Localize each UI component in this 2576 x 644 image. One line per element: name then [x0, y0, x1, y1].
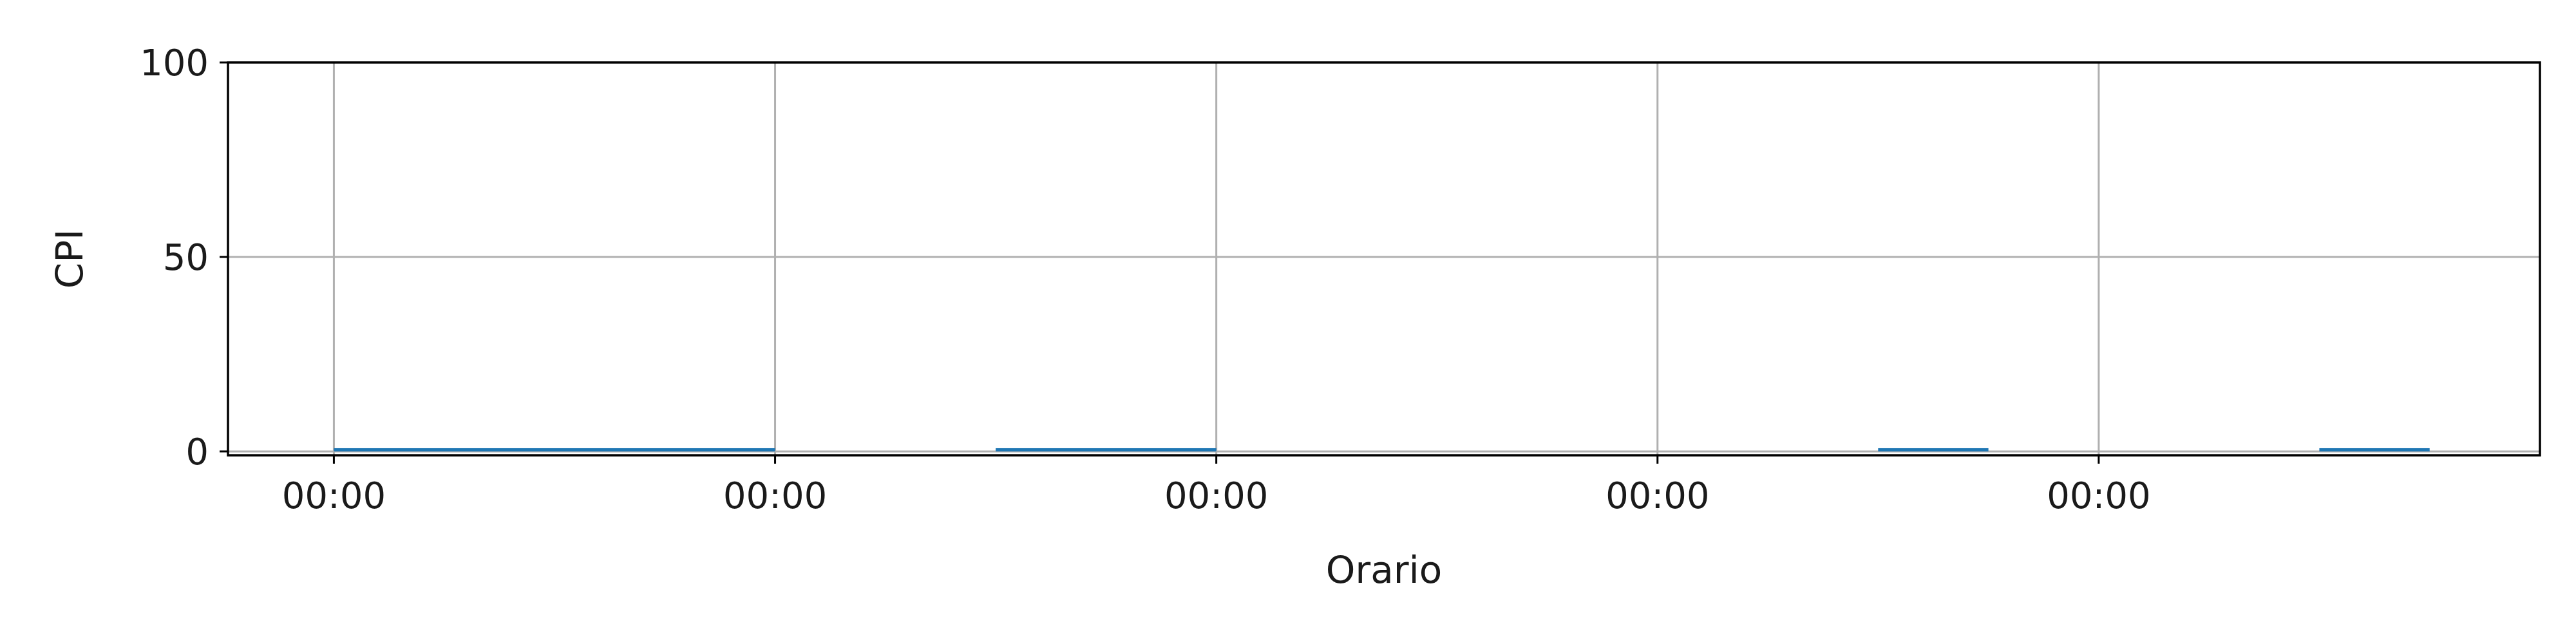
x-tick-label: 00:00 — [723, 475, 827, 517]
bar — [2319, 448, 2430, 451]
bar — [1878, 448, 1989, 451]
plot-area-background — [228, 62, 2540, 455]
bar — [996, 448, 1217, 451]
x-tick-label: 00:00 — [1164, 475, 1268, 517]
plot-frame — [227, 61, 2541, 457]
tick-layer: 00:00 00:00 00:00 00:00 00:00 0 50 100 — [140, 43, 2150, 517]
y-tick-label: 0 — [185, 431, 209, 473]
y-tick-label: 100 — [140, 43, 209, 84]
bar — [334, 448, 775, 451]
x-tick-label: 00:00 — [2047, 475, 2150, 517]
x-tick-label: 00:00 — [1605, 475, 1709, 517]
bar-layer — [334, 448, 2430, 451]
y-axis-label: CPI — [48, 229, 91, 289]
y-tick-label: 50 — [163, 237, 209, 279]
x-tick-label: 00:00 — [282, 475, 386, 517]
x-axis-label: Orario — [1326, 548, 1443, 592]
